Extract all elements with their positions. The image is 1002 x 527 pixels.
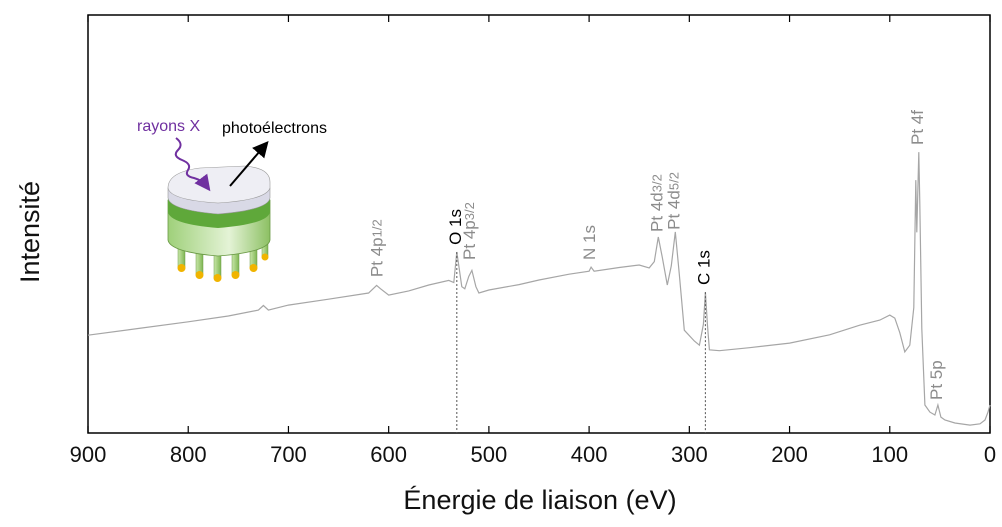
peak-label-text: C 1s: [695, 250, 714, 285]
x-tick-label: 700: [270, 442, 307, 467]
peak-label-sub: 5/2: [667, 172, 682, 190]
peak-label: Pt 4d3/2: [648, 174, 667, 232]
x-tick-label: 900: [70, 442, 107, 467]
inset-illustration: [167, 137, 271, 282]
peak-label: Pt 4p1/2: [368, 219, 387, 277]
x-tick-label: 200: [771, 442, 808, 467]
peak-label-text: Pt 4d: [648, 192, 667, 232]
x-tick-label: 100: [871, 442, 908, 467]
x-tick-label: 800: [170, 442, 207, 467]
x-tick-label: 600: [370, 442, 407, 467]
inset-xray-label: rayons X: [137, 118, 200, 135]
peak-label-text: O 1s: [446, 209, 465, 245]
plot-frame: [87, 14, 991, 434]
x-tick-label: 500: [471, 442, 508, 467]
peak-label: Pt 5p: [927, 360, 946, 400]
x-tick-label: 400: [571, 442, 608, 467]
peak-label-text: Pt 4d: [665, 190, 684, 230]
y-axis-label: Intensité: [15, 181, 45, 283]
peak-label-text: Pt 5p: [927, 360, 946, 400]
x-tick-label: 0: [984, 442, 996, 467]
x-axis-label: Énergie de liaison (eV): [403, 485, 676, 515]
peak-label: O 1s: [446, 209, 465, 245]
peak-label-text: N 1s: [581, 225, 600, 260]
spectrum-line: [87, 152, 991, 426]
peak-label-text: Pt 4p: [368, 237, 387, 277]
inset-photo-label: photoélectrons: [222, 120, 327, 137]
peak-label-text: Pt 4p: [460, 220, 479, 260]
peak-label-sub: 3/2: [650, 174, 665, 192]
peak-label: N 1s: [581, 225, 600, 260]
peak-label: Pt 4f: [908, 110, 927, 145]
peak-label: Pt 4d5/2: [665, 172, 684, 230]
peak-label-sub: 1/2: [370, 219, 385, 237]
x-tick-label: 300: [671, 442, 708, 467]
peak-label-text: Pt 4f: [908, 110, 927, 145]
peak-label-sub: 3/2: [462, 202, 477, 220]
peak-label: Pt 4p3/2: [460, 202, 479, 260]
peak-label: C 1s: [695, 250, 714, 285]
